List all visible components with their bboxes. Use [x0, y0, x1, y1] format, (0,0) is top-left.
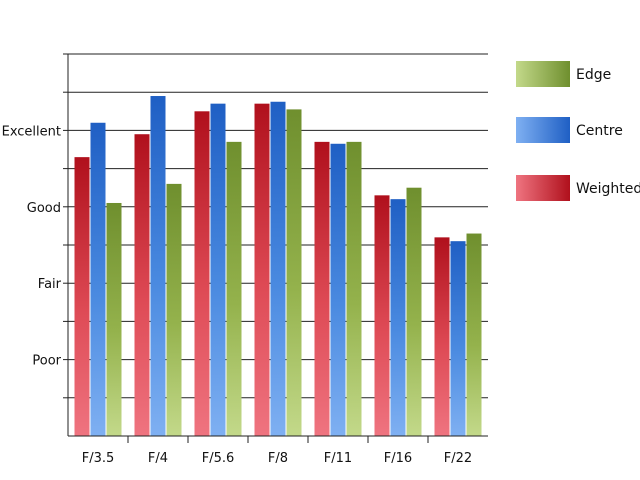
bar-edge-f16 [406, 187, 422, 436]
bar-weighted-f56 [194, 111, 210, 437]
y-tick-label: Fair [38, 277, 62, 292]
legend-swatch-weighted [516, 175, 570, 201]
x-tick-label: F/8 [268, 451, 288, 466]
x-tick-label: F/16 [384, 451, 412, 466]
bar-edge-f22 [466, 233, 482, 436]
x-tick-label: F/3.5 [82, 451, 115, 466]
x-tick-label: F/4 [148, 451, 168, 466]
bar-weighted-f22 [434, 237, 450, 436]
legend-label-weighted: Weighted [576, 181, 640, 197]
bar-edge-f4 [166, 183, 182, 436]
bar-weighted-f4 [134, 134, 150, 436]
bar-edge-f35 [106, 202, 122, 436]
axes [63, 53, 488, 443]
y-tick-label: Excellent [2, 124, 61, 139]
bar-centre-f35 [90, 122, 106, 436]
legend-swatch-centre [516, 117, 570, 143]
bar-weighted-f11 [314, 141, 330, 437]
bar-edge-f11 [346, 141, 362, 437]
legend-label-edge: Edge [576, 67, 611, 83]
x-tick-label: F/22 [444, 451, 472, 466]
y-tick-labels: Excellent Good Fair Poor [2, 124, 62, 368]
bar-weighted-f16 [374, 195, 390, 436]
bar-centre-f11 [330, 143, 346, 436]
bar-centre-f4 [150, 96, 166, 437]
y-tick-label: Poor [32, 354, 61, 369]
bar-centre-f56 [210, 103, 226, 436]
bar-edge-f56 [226, 141, 242, 437]
legend-label-centre: Centre [576, 123, 623, 139]
x-tick-label: F/5.6 [202, 451, 235, 466]
x-tick-label: F/11 [324, 451, 352, 466]
legend: Edge Centre Weighted [516, 61, 640, 201]
bar-edge-f8 [286, 109, 302, 436]
y-tick-label: Good [27, 201, 61, 216]
bar-centre-f16 [390, 199, 406, 436]
legend-swatch-edge [516, 61, 570, 87]
bar-centre-f8 [270, 101, 286, 436]
bar-weighted-f35 [74, 157, 90, 436]
x-tick-labels: F/3.5 F/4 F/5.6 F/8 F/11 F/16 F/22 [82, 451, 472, 466]
bar-weighted-f8 [254, 103, 270, 436]
bar-centre-f22 [450, 241, 466, 436]
bars [74, 96, 482, 437]
